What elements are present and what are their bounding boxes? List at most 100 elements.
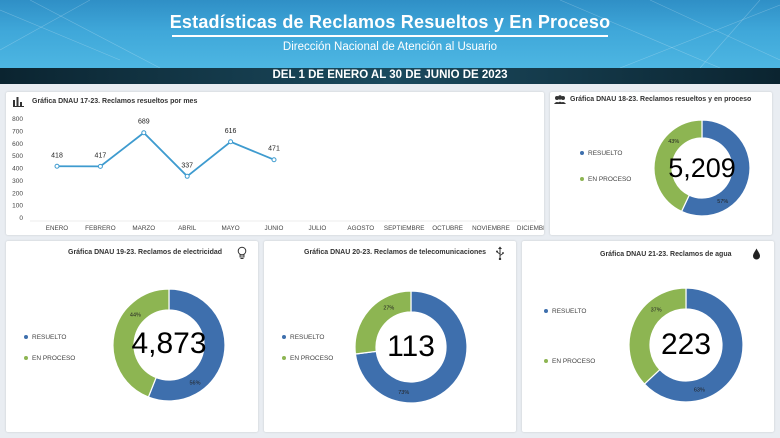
data-point — [228, 139, 234, 145]
x-tick-label: DICIEMBRE — [517, 225, 544, 232]
legend-dot-in-process — [282, 356, 286, 361]
series-line — [56, 131, 275, 178]
legend-in-process: EN PROCESO — [544, 358, 595, 365]
legend-dot-in-process — [544, 359, 548, 364]
card-title-total: Gráfica DNAU 18-23. Reclamos resueltos y… — [570, 96, 752, 103]
donut-total: 57% 43% — [653, 119, 751, 217]
legend-label-in-process: EN PROCESO — [588, 176, 632, 183]
donut-total-value: 5,209 — [668, 153, 736, 183]
period-label: DEL 1 DE ENERO AL 30 DE JUNIO DE 2023 — [272, 69, 508, 81]
legend-dot-resolved — [282, 335, 286, 340]
slice-label: 44% — [130, 312, 141, 318]
legend-label-resolved: RESUELTO — [552, 308, 587, 315]
x-tick-label: JUNIO — [265, 225, 284, 232]
card-title-water: Gráfica DNAU 21-23. Reclamos de agua — [600, 251, 732, 258]
data-label: 689 — [138, 119, 150, 126]
x-tick-label: MAYO — [222, 225, 240, 232]
slice-in-process — [628, 287, 687, 385]
y-tick-label: 200 — [12, 190, 23, 197]
header-banner: Estadísticas de Reclamos Resueltos y En … — [0, 0, 780, 68]
legend-dot-in-process — [580, 177, 584, 182]
legend-resolved: RESUELTO — [24, 334, 66, 341]
x-tick-label: OCTUBRE — [432, 225, 463, 232]
legend-dot-resolved — [24, 335, 28, 340]
y-tick-label: 500 — [12, 153, 23, 160]
y-tick-label: 0 — [19, 215, 23, 222]
y-tick-label: 400 — [12, 166, 23, 173]
x-tick-label: ENERO — [46, 225, 68, 232]
card-title-monthly: Gráfica DNAU 17-23. Reclamos resueltos p… — [32, 98, 198, 105]
data-label: 337 — [181, 162, 193, 169]
legend-resolved: RESUELTO — [282, 334, 324, 341]
donut-electricity-value: 4,873 — [131, 327, 207, 360]
y-tick-label: 100 — [12, 203, 23, 210]
card-title-telecom: Gráfica DNAU 20-23. Reclamos de telecomu… — [304, 249, 487, 256]
data-point — [184, 173, 190, 179]
card-water: Gráfica DNAU 21-23. Reclamos de agua RES… — [522, 241, 774, 432]
legend-label-in-process: EN PROCESO — [552, 358, 596, 365]
card-monthly: Gráfica DNAU 17-23. Reclamos resueltos p… — [6, 92, 544, 235]
x-tick-label: MARZO — [132, 225, 155, 232]
data-label: 616 — [225, 128, 237, 135]
slice-label: 73% — [398, 390, 409, 396]
y-tick-label: 300 — [12, 178, 23, 185]
slice-resolved — [147, 288, 226, 402]
legend-dot-in-process — [24, 356, 28, 361]
y-tick-label: 600 — [12, 141, 23, 148]
legend-in-process: EN PROCESO — [580, 176, 631, 183]
card-title-electricity: Gráfica DNAU 19-23. Reclamos de electric… — [68, 249, 223, 256]
title-underline — [172, 35, 608, 37]
donut-electricity: 56% 44% — [112, 288, 226, 402]
legend-in-process: EN PROCESO — [24, 355, 75, 362]
data-label: 418 — [51, 152, 63, 159]
slice-in-process — [653, 119, 703, 213]
slice-label: 57% — [717, 199, 728, 205]
slice-in-process — [112, 288, 170, 398]
card-telecom: Gráfica DNAU 20-23. Reclamos de telecomu… — [264, 241, 516, 432]
slice-label: 27% — [383, 305, 394, 311]
legend-resolved: RESUELTO — [580, 150, 622, 157]
page-title: Estadísticas de Reclamos Resueltos y En … — [169, 12, 611, 32]
data-label: 417 — [95, 152, 107, 159]
slice-resolved — [680, 119, 751, 217]
donut-telecom-value: 113 — [387, 330, 435, 363]
legend-label-in-process: EN PROCESO — [32, 355, 76, 362]
page-subtitle: Dirección Nacional de Atención al Usuari… — [282, 41, 498, 53]
legend-dot-resolved — [580, 151, 584, 156]
x-tick-label: ABRIL — [178, 225, 197, 232]
data-point — [141, 130, 147, 136]
slice-label: 43% — [668, 139, 679, 145]
x-tick-label: NOVIEMBRE — [472, 225, 510, 232]
users-icon — [554, 95, 566, 104]
y-tick-label: 800 — [12, 116, 23, 123]
legend-label-resolved: RESUELTO — [588, 150, 623, 157]
x-tick-label: FEBRERO — [85, 225, 116, 232]
data-point — [97, 163, 103, 169]
slice-in-process — [354, 290, 412, 355]
slice-label: 56% — [189, 380, 200, 386]
card-electricity: Gráfica DNAU 19-23. Reclamos de electric… — [6, 241, 258, 432]
x-tick-label: JULIO — [308, 225, 326, 232]
x-tick-label: SEPTIEMBRE — [384, 225, 425, 232]
bar-chart-icon — [13, 97, 24, 107]
donut-water: 63% 37% — [628, 287, 744, 403]
card-total: Gráfica DNAU 18-23. Reclamos resueltos y… — [550, 92, 772, 235]
line-chart: 0 100 200 300 400 500 600 700 800 ENERO FEBRERO MAR… — [12, 116, 544, 232]
x-tick-label: AGOSTO — [347, 225, 374, 232]
lightbulb-icon — [237, 246, 247, 259]
data-point — [271, 157, 277, 163]
legend-label-resolved: RESUELTO — [290, 334, 325, 341]
legend-label-resolved: RESUELTO — [32, 334, 67, 341]
period-bar: DEL 1 DE ENERO AL 30 DE JUNIO DE 2023 — [0, 68, 780, 84]
donut-telecom: 73% 27% — [354, 290, 468, 404]
legend-dot-resolved — [544, 309, 548, 314]
usb-icon — [496, 246, 504, 260]
data-point — [54, 163, 60, 169]
slice-label: 37% — [651, 307, 662, 313]
slice-resolved — [354, 290, 468, 404]
network-background — [0, 0, 780, 68]
water-drop-icon — [753, 248, 760, 260]
donut-water-value: 223 — [660, 328, 712, 361]
legend-resolved: RESUELTO — [544, 308, 586, 315]
slice-resolved — [643, 287, 744, 403]
